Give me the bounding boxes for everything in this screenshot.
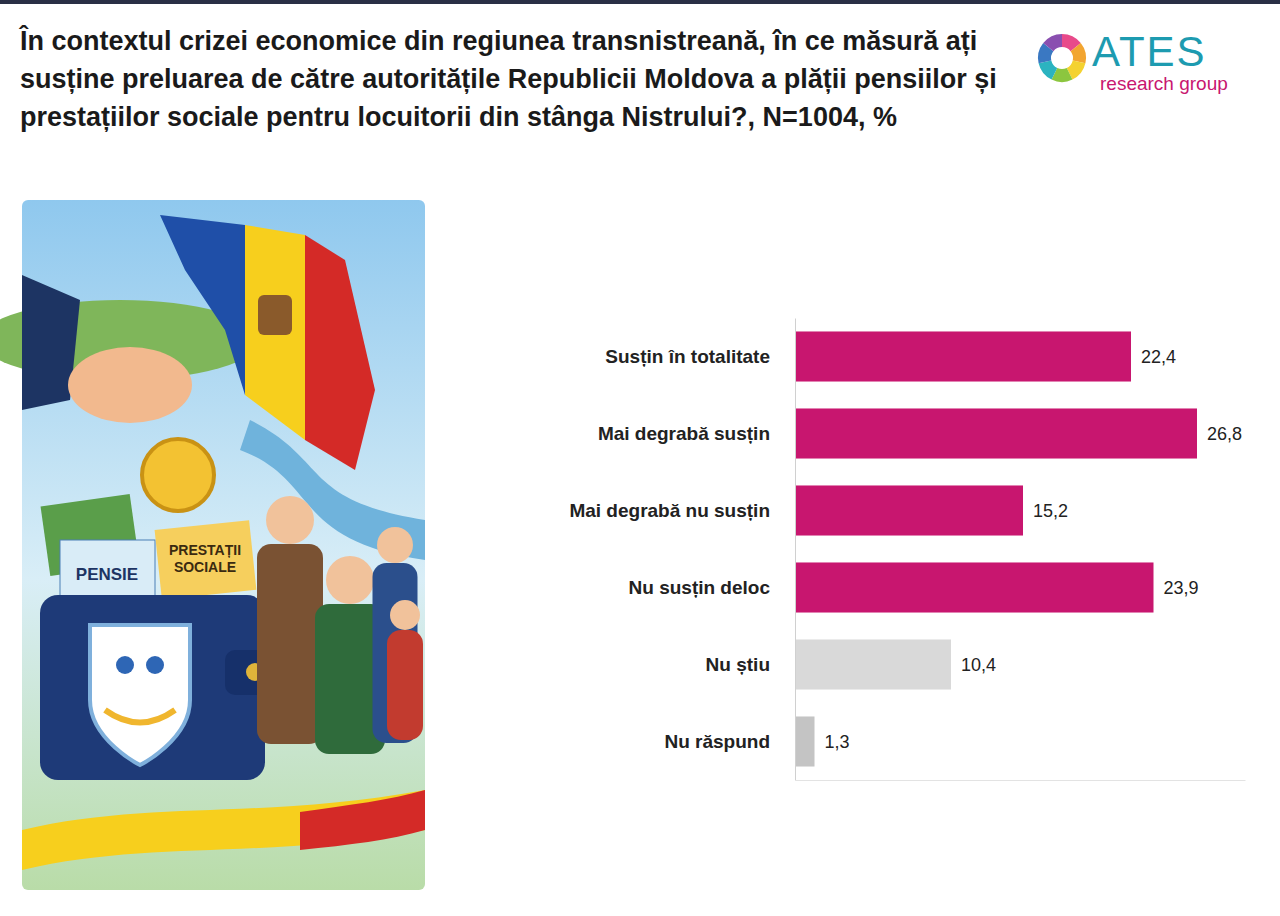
y-tick-label: Susțin în totalitate <box>605 346 770 367</box>
card-pension-label: PENSIE <box>76 565 138 584</box>
card-social-label: PRESTAȚIISOCIALE <box>169 542 241 575</box>
y-tick-label: Mai degrabă susțin <box>598 423 770 444</box>
map-yellow <box>245 225 305 440</box>
x-axis <box>796 780 1246 781</box>
y-tick-label: Mai degrabă nu susțin <box>569 500 770 521</box>
y-tick-label: Nu răspund <box>664 731 770 752</box>
shield-hand <box>105 710 175 723</box>
logo-segment <box>1043 34 1062 51</box>
y-tick: Nu răspund <box>664 731 795 752</box>
hand <box>68 347 192 423</box>
logo-mark <box>1038 34 1086 82</box>
y-tick: Mai degrabă nu susțin <box>569 500 795 521</box>
data-label: 26,8 <box>1207 424 1242 444</box>
person-head <box>377 527 413 563</box>
y-tick: Nu știu <box>706 654 795 675</box>
data-label: 23,9 <box>1164 578 1199 598</box>
bar <box>795 485 1023 535</box>
y-tick: Nu susțin deloc <box>629 577 795 598</box>
logo-segment <box>1071 43 1086 63</box>
y-tick: Mai degrabă susțin <box>598 423 795 444</box>
bar <box>795 562 1154 612</box>
map <box>160 215 375 470</box>
illustration: PENSIE PRESTAȚIISOCIALE <box>0 200 425 890</box>
logo-name: ATES <box>1092 28 1207 75</box>
x-axis-line <box>796 780 1246 781</box>
map-red <box>305 235 375 470</box>
y-tick-label: Nu susțin deloc <box>629 577 771 598</box>
y-tick-label: Nu știu <box>706 654 770 675</box>
ribbon <box>22 790 425 870</box>
data-label: 15,2 <box>1033 501 1068 521</box>
person-head <box>326 556 374 604</box>
logo-segment <box>1039 60 1058 79</box>
bar <box>795 639 951 689</box>
background <box>0 0 1280 916</box>
card-pension <box>60 540 155 600</box>
bar <box>795 716 815 766</box>
data-labels: 22,4 26,8 15,2 23,9 10,4 1,3 <box>825 347 1243 752</box>
ribbon-red <box>300 790 425 850</box>
data-label: 10,4 <box>961 655 996 675</box>
y-axis: Susțin în totalitate Mai degrabă susțin Ma… <box>569 319 795 781</box>
data-label: 22,4 <box>1141 347 1176 367</box>
coat <box>258 295 292 335</box>
top-strip <box>0 0 1280 4</box>
person-body <box>387 630 423 740</box>
y-axis-line <box>795 319 796 781</box>
person-head <box>390 600 420 630</box>
bar <box>795 331 1131 381</box>
shield-person2 <box>146 656 164 674</box>
y-tick: Susțin în totalitate <box>605 346 795 367</box>
shield-person1 <box>116 656 134 674</box>
person-body <box>257 544 323 744</box>
bar <box>795 408 1197 458</box>
coin <box>142 439 214 511</box>
logo-sub: research group <box>1100 73 1228 94</box>
data-label: 1,3 <box>825 732 850 752</box>
bars <box>795 331 1197 766</box>
title: În contextul crizei economice din regiun… <box>18 25 997 132</box>
person-head <box>266 496 314 544</box>
logo: ATESresearch group <box>1038 28 1228 94</box>
shield <box>90 625 190 765</box>
card-social <box>155 520 257 600</box>
